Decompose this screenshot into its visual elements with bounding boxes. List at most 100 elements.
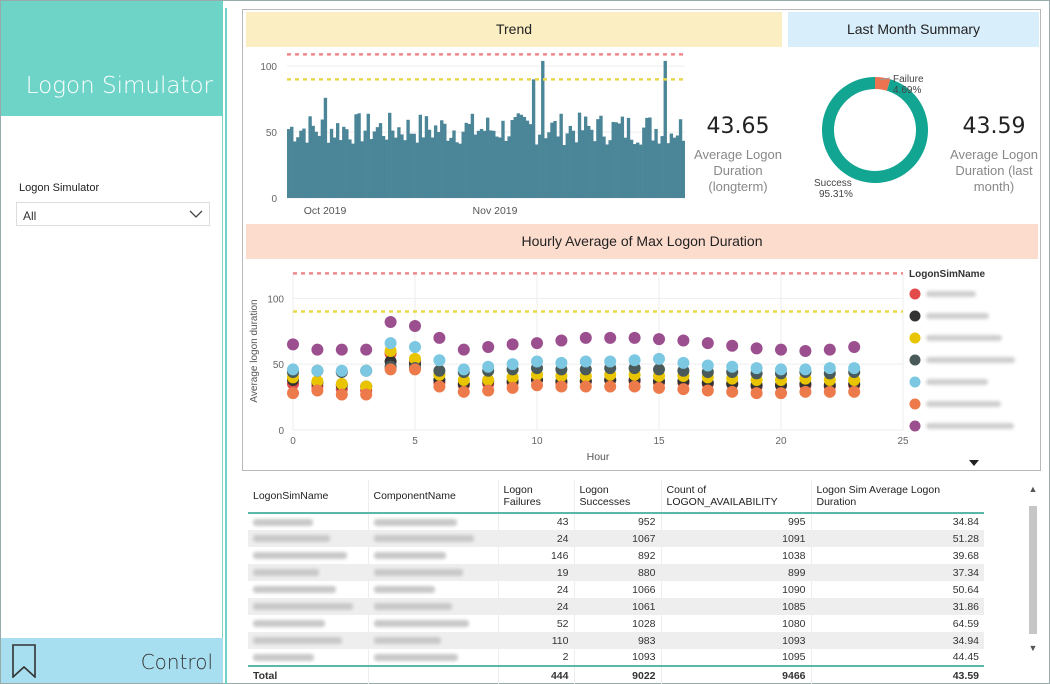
table-row[interactable]: 110 983 1093 34.94 [248, 632, 984, 649]
table-row[interactable]: 146 892 1038 39.68 [248, 547, 984, 564]
scatter-point [579, 355, 592, 368]
scatter-point [848, 385, 861, 398]
scatter-point [384, 316, 397, 329]
chevron-down-icon [189, 210, 203, 218]
table-row[interactable]: 43 952 995 34.84 [248, 513, 984, 530]
donut-slice-failure [875, 77, 891, 91]
trend-bar [293, 141, 297, 198]
dropdown-value: All [23, 209, 37, 223]
table-row[interactable]: 2 1093 1095 44.45 [248, 649, 984, 666]
trend-bar [620, 116, 625, 198]
trend-chart[interactable]: 0 50 100 Oct 2019 Nov 2019 [245, 48, 685, 223]
table-row[interactable]: 52 1028 1080 64.59 [248, 615, 984, 632]
scroll-down-icon[interactable]: ▼ [1028, 643, 1038, 653]
trend-bar [657, 143, 661, 198]
trend-x-tick: Nov 2019 [473, 205, 518, 217]
scatter-point [287, 363, 299, 376]
kpi-caption-line: Duration (last [955, 163, 1033, 178]
legend-redacted-label [926, 291, 976, 297]
col-header[interactable]: ComponentName [367, 480, 498, 513]
table-row[interactable]: 24 1061 1085 31.86 [248, 598, 984, 615]
logon-simulator-dropdown[interactable]: All [16, 202, 210, 226]
table-cell [248, 632, 368, 649]
trend-bar [482, 130, 487, 198]
scatter-point [604, 380, 617, 393]
legend-marker [909, 288, 921, 300]
table-row[interactable]: 24 1067 1091 51.28 [248, 530, 984, 547]
scatter-point [653, 363, 665, 376]
scatter-point [335, 343, 348, 356]
scatter-point [750, 342, 763, 355]
slicer-label: Logon Simulator [19, 182, 100, 194]
trend-bar [381, 136, 386, 198]
scatter-point [457, 343, 470, 356]
total-cell: 9466 [660, 665, 811, 684]
scatter-point [750, 362, 763, 375]
success-pct-label: 95.31% [819, 189, 853, 200]
legend-marker [909, 354, 921, 366]
trend-bar [522, 116, 527, 198]
trend-bar [287, 129, 291, 198]
table-row[interactable]: 19 880 899 37.34 [248, 564, 984, 581]
scatter-point [506, 381, 519, 394]
redacted-text [253, 569, 319, 577]
scroll-thumb[interactable] [1029, 506, 1037, 634]
redacted-text [373, 637, 441, 645]
trend-bar [605, 144, 609, 198]
trend-bar [632, 144, 637, 198]
col-header[interactable]: Logon Sim Average Logon Duration [810, 480, 984, 513]
trend-bar [320, 119, 325, 198]
scatter-y-label: Average logon duration [249, 299, 260, 402]
kpi-longterm: 43.65 Average Logon Duration (longterm) [683, 114, 793, 195]
scatter-point [653, 333, 665, 346]
trend-bar [678, 119, 683, 198]
redacted-text [253, 535, 330, 543]
col-header[interactable]: Count of LOGON_AVAILABILITY [660, 480, 811, 513]
scatter-point [555, 380, 568, 393]
trend-bar [562, 145, 566, 198]
trend-bar [559, 113, 563, 198]
kpi-lastmonth-value: 43.59 [962, 114, 1026, 139]
scatter-point [457, 363, 470, 376]
table-row[interactable]: 24 1066 1090 50.64 [248, 581, 984, 598]
trend-bar [587, 125, 591, 198]
scroll-up-icon[interactable]: ▲ [1028, 484, 1038, 494]
trend-bar [602, 136, 606, 198]
table-scrollbar[interactable]: ▲ ▼ [1027, 480, 1039, 660]
trend-bar [378, 123, 383, 198]
table-cell: 43 [497, 513, 574, 530]
table-cell: 1067 [573, 530, 661, 547]
table-cell [248, 564, 368, 581]
control-button[interactable]: Control [1, 638, 223, 683]
scatter-point [433, 331, 446, 344]
hourly-scatter-chart[interactable]: 0 50 100 0 5 10 15 20 25 Hour Average logon durati… [245, 262, 1039, 470]
scatter-point [311, 364, 324, 377]
trend-bar [510, 120, 514, 198]
scatter-point [848, 341, 861, 354]
trend-bar [391, 130, 395, 198]
table-cell: 24 [497, 581, 574, 598]
trend-bar [629, 139, 634, 198]
col-header[interactable]: Logon Failures [497, 480, 574, 513]
scatter-point [555, 334, 568, 347]
redacted-text [253, 586, 336, 594]
trend-bar [583, 116, 588, 198]
scatter-x-tick: 25 [897, 436, 909, 447]
trend-bar [369, 139, 374, 198]
legend-marker [909, 376, 921, 388]
table-header-row: LogonSimName ComponentName Logon Failure… [248, 480, 984, 513]
trend-bar [348, 139, 352, 198]
trend-bar [473, 134, 478, 198]
scatter-point [360, 343, 373, 356]
table-cell: 1090 [660, 581, 811, 598]
col-header[interactable]: Logon Successes [573, 480, 661, 513]
scatter-point [506, 358, 519, 371]
col-header[interactable]: LogonSimName [253, 490, 329, 502]
table-cell [367, 632, 498, 649]
trend-bar [455, 142, 459, 198]
trend-bar [648, 117, 652, 198]
legend-more-icon[interactable] [969, 460, 979, 466]
table-cell [367, 547, 498, 564]
trend-y-tick: 100 [260, 62, 277, 73]
